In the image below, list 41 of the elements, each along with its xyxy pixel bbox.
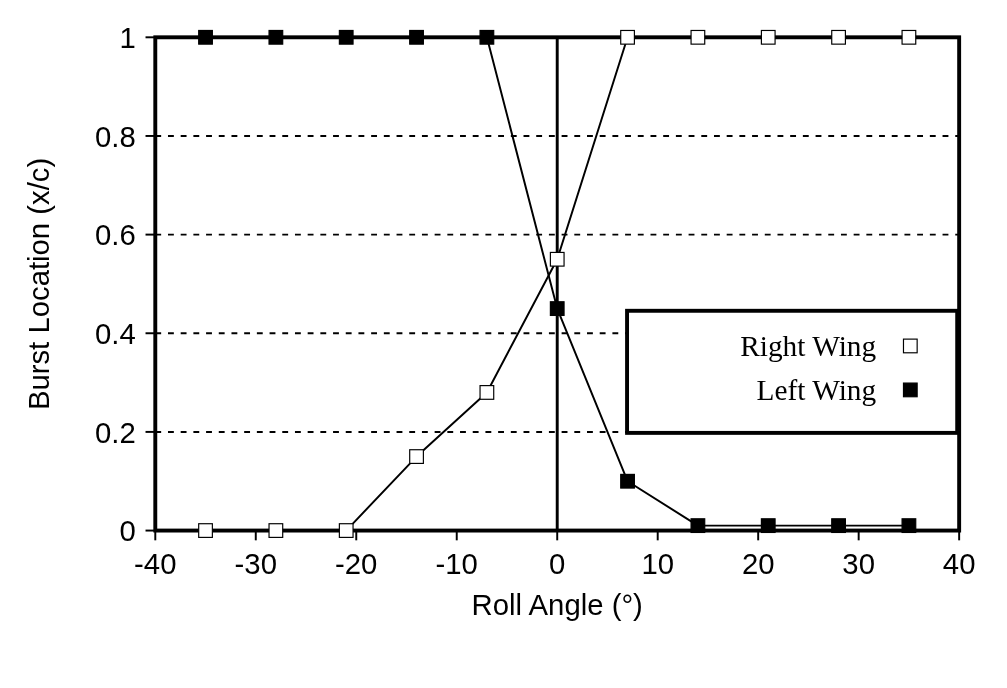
point <box>198 29 213 45</box>
y-tick-label: 0.6 <box>95 218 136 252</box>
x-tick-label: 0 <box>549 546 566 580</box>
point <box>760 29 776 45</box>
y-axis-title: Burst Location (x/c) <box>21 157 55 411</box>
point <box>831 518 846 534</box>
x-tick-label: -40 <box>134 546 177 580</box>
y-tick-label: 0.4 <box>95 317 136 350</box>
y-tick-label: 0.2 <box>95 415 136 449</box>
y-tick-label: 1 <box>119 21 136 55</box>
point <box>479 385 495 400</box>
point <box>690 29 706 45</box>
point <box>901 29 917 45</box>
point <box>479 29 495 45</box>
point <box>268 29 284 45</box>
point <box>760 518 776 534</box>
x-tick-label: -30 <box>234 546 277 580</box>
x-tick-label: 10 <box>641 546 674 580</box>
x-tick-label: -20 <box>335 546 378 580</box>
point <box>620 473 635 489</box>
point <box>409 449 424 464</box>
legend-label: Right Wing <box>740 329 877 362</box>
x-tick-label: -10 <box>435 546 478 580</box>
point <box>409 29 424 45</box>
x-axis-title: Roll Angle (°) <box>471 587 643 621</box>
point <box>831 29 846 45</box>
point <box>198 523 213 538</box>
point <box>549 251 565 267</box>
point <box>549 301 565 317</box>
legend-label: Left Wing <box>756 373 877 406</box>
y-tick-label: 0.8 <box>95 119 136 153</box>
point <box>338 523 354 538</box>
x-tick-label: 30 <box>842 546 875 580</box>
y-tick-label: 0 <box>119 514 136 548</box>
point <box>901 518 917 534</box>
x-tick-label: 40 <box>942 546 976 580</box>
point <box>338 29 354 45</box>
point <box>268 523 284 538</box>
x-tick-label: 20 <box>741 546 775 580</box>
point <box>690 518 706 534</box>
point <box>620 29 635 45</box>
